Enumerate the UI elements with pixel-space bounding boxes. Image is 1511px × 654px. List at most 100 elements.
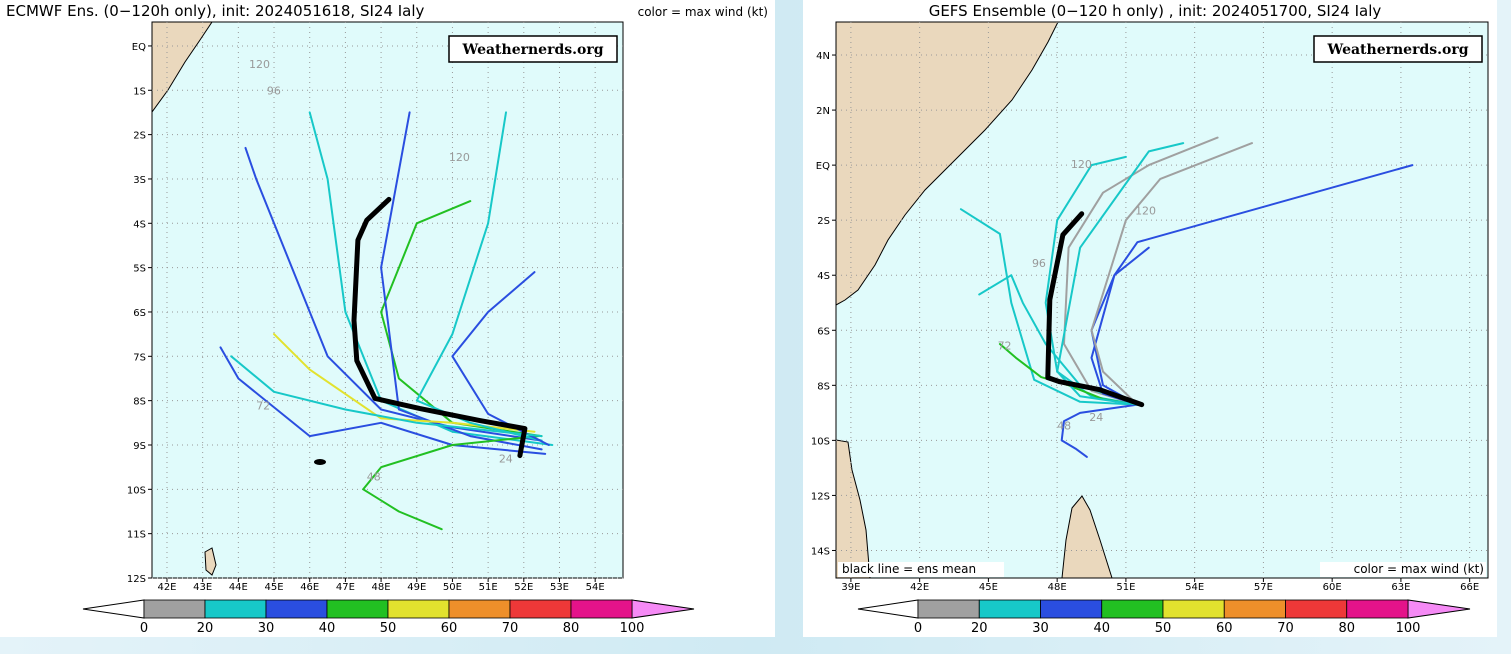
colorbar-segment xyxy=(204,599,267,619)
colorbar-label: 40 xyxy=(1093,621,1110,636)
chart-title: ECMWF Ens. (0−120h only), init: 20240516… xyxy=(6,2,425,20)
member-track xyxy=(230,355,543,438)
hour-label: 120 xyxy=(449,151,470,164)
land xyxy=(204,547,217,576)
colorbar-segment xyxy=(326,599,389,619)
x-tick-label: 46E xyxy=(300,582,319,593)
hour-label: 120 xyxy=(1135,205,1156,218)
hour-label: 72 xyxy=(998,340,1012,353)
colorbar-segment xyxy=(1223,599,1286,619)
colorbar-label: 80 xyxy=(563,621,580,636)
tracks: 120 96 72 48 24 120 xyxy=(959,136,1414,458)
colorbar-label: 50 xyxy=(380,621,397,636)
hour-label: 24 xyxy=(1089,411,1103,424)
colorbar-segment xyxy=(1040,599,1103,619)
colorbar-label: 80 xyxy=(1338,621,1355,636)
land xyxy=(836,22,1059,306)
y-tick-label: 11S xyxy=(127,530,146,541)
colorbar-label: 50 xyxy=(1155,621,1172,636)
y-tick-label: 10S xyxy=(811,436,830,447)
y-tick-label: 4S xyxy=(817,271,830,282)
colorbar-label: 70 xyxy=(1277,621,1294,636)
member-track xyxy=(1044,155,1139,406)
x-tick-label: 51E xyxy=(479,582,498,593)
x-tick-label: 53E xyxy=(550,582,569,593)
y-tick-label: 4N xyxy=(816,51,830,62)
hour-label: 96 xyxy=(1032,257,1046,270)
colorbar-label: 70 xyxy=(502,621,519,636)
ocean xyxy=(152,22,623,578)
colorbar-segment xyxy=(143,599,206,619)
note-bg xyxy=(1320,562,1486,577)
y-tick-label: 14S xyxy=(811,546,830,557)
colorbar-label: 0 xyxy=(140,621,148,636)
colorbar-segment xyxy=(387,599,450,619)
x-tick-label: 63E xyxy=(1391,582,1410,593)
y-tick-label: 2S xyxy=(817,216,830,227)
colorbar-segment xyxy=(978,599,1041,619)
colorbar-label: 100 xyxy=(1396,621,1421,636)
mean-track xyxy=(1045,211,1145,408)
y-tick-label: 3S xyxy=(133,175,146,186)
island xyxy=(314,459,326,465)
x-tick-label: 39E xyxy=(841,582,860,593)
x-tick-label: 51E xyxy=(1116,582,1135,593)
x-tick-label: 44E xyxy=(229,582,248,593)
hour-label: 96 xyxy=(267,85,281,98)
y-tick-label: 2S xyxy=(133,131,146,142)
hour-label: 48 xyxy=(367,470,381,483)
note: black line = ens mean xyxy=(842,562,976,576)
colorbar-label: 40 xyxy=(319,621,336,636)
mean-track xyxy=(351,196,528,459)
member-track xyxy=(219,346,547,455)
x-tick-label: 42E xyxy=(910,582,929,593)
member-track xyxy=(1063,136,1219,406)
land xyxy=(1061,495,1113,578)
x-tick-label: 57E xyxy=(1254,582,1273,593)
colorbar-label: 20 xyxy=(197,621,214,636)
hour-label: 48 xyxy=(1057,419,1071,432)
watermark: Weathernerds.org xyxy=(1327,42,1469,58)
colorbar-label: 60 xyxy=(1216,621,1233,636)
y-tick-label: 7S xyxy=(133,352,146,363)
colorbar-segment xyxy=(1162,599,1225,619)
watermark: Weathernerds.org xyxy=(462,42,604,58)
colorbar-label: 20 xyxy=(971,621,988,636)
colorbar-segment xyxy=(1101,599,1164,619)
y-tick-label: 5S xyxy=(133,264,146,275)
colorbar-segment xyxy=(265,599,328,619)
colorbar-label: 0 xyxy=(914,621,922,636)
colorbar-segment xyxy=(917,599,980,619)
colorbar-label: 30 xyxy=(1032,621,1049,636)
member-track xyxy=(1056,142,1185,406)
colorbar-label: 30 xyxy=(258,621,275,636)
hour-label: 120 xyxy=(1071,158,1092,171)
y-tick-label: EQ xyxy=(816,161,830,172)
chart-title: GEFS Ensemble (0−120 h only) , init: 202… xyxy=(929,2,1382,20)
land xyxy=(836,439,871,578)
y-tick-label: 4S xyxy=(133,219,146,230)
colorbar-segment xyxy=(448,599,511,619)
y-tick-label: 6S xyxy=(133,308,146,319)
member-track xyxy=(959,208,1139,406)
member-track xyxy=(362,435,540,531)
member-track xyxy=(1060,403,1139,458)
colorbar-label: 60 xyxy=(441,621,458,636)
watermark-box xyxy=(1313,35,1483,63)
frame xyxy=(835,21,1489,579)
x-tick-label: 42E xyxy=(157,582,176,593)
x-tick-label: 47E xyxy=(336,582,355,593)
x-tick-label: 52E xyxy=(514,582,533,593)
member-track xyxy=(1090,164,1414,406)
hour-label: 24 xyxy=(499,453,513,466)
member-track xyxy=(308,111,554,446)
colorbar-segment xyxy=(509,599,572,619)
x-tick-label: 45E xyxy=(265,582,284,593)
x-tick-label: 66E xyxy=(1460,582,1479,593)
colorbar-segment xyxy=(1285,599,1348,619)
colorbar-label: 100 xyxy=(620,621,645,636)
y-tick-label: 6S xyxy=(817,326,830,337)
x-tick-label: 48E xyxy=(372,582,391,593)
hour-label: 120 xyxy=(249,58,270,71)
